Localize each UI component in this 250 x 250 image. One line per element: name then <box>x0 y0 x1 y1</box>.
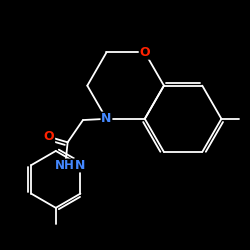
Text: O: O <box>44 130 54 143</box>
Text: O: O <box>140 46 150 59</box>
Text: N: N <box>75 159 86 172</box>
Text: NH: NH <box>55 159 75 172</box>
Text: N: N <box>101 112 112 125</box>
